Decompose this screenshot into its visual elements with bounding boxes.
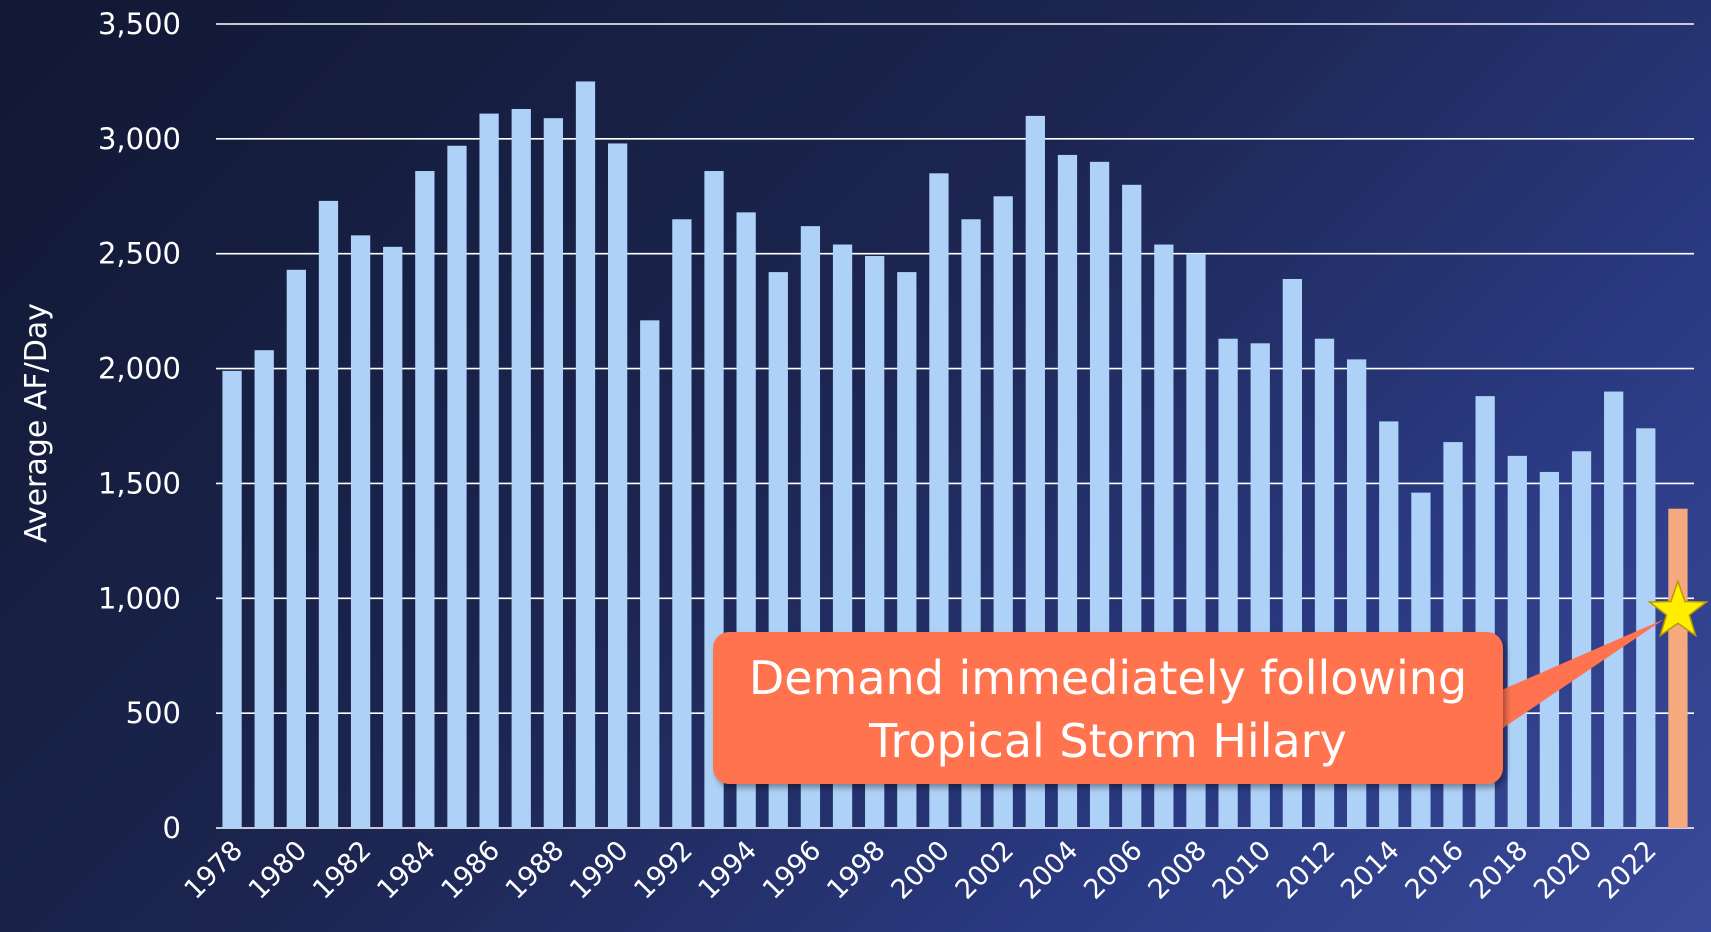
x-tick-label: 2008 [1142,835,1213,906]
y-tick-label: 1,000 [98,581,181,615]
y-axis-ticks: 0 500 1,000 1,500 2,000 2,500 3,000 3,500 [98,7,181,845]
x-tick-label: 1984 [371,835,442,906]
x-tick-label: 2018 [1464,835,1535,906]
bar [543,118,564,828]
bar [1571,451,1592,828]
bar [607,143,628,829]
bar [1507,455,1527,828]
callout-text-line: Demand immediately following [749,651,1467,705]
x-tick-label: 1994 [693,835,764,906]
bar [222,370,242,828]
x-tick-label: 2016 [1399,835,1470,906]
x-tick-label: 1990 [564,835,635,906]
x-tick-label: 1988 [500,835,571,906]
y-tick-label: 500 [126,696,181,730]
bar [286,269,306,828]
bar [479,113,499,829]
x-tick-label: 1982 [307,835,378,906]
x-axis-ticks: 1978198019821984198619881990199219941996… [179,835,1663,906]
bar [415,171,435,828]
x-tick-label: 2004 [1014,835,1085,906]
bar [1604,391,1624,828]
annotation-callout: Demand immediately following Tropical Sto… [713,579,1709,784]
y-tick-label: 3,000 [98,122,181,156]
y-tick-label: 1,500 [98,466,181,500]
x-tick-label: 1998 [821,835,892,906]
x-tick-label: 1996 [757,835,828,906]
x-tick-label: 1978 [179,835,250,906]
callout-pointer [1497,619,1664,732]
y-tick-label: 0 [163,811,181,845]
y-tick-label: 2,500 [98,237,181,271]
x-tick-label: 2002 [950,835,1021,906]
x-tick-label: 1992 [628,835,699,906]
y-tick-label: 3,500 [98,7,181,41]
x-tick-label: 2020 [1528,835,1599,906]
y-axis-label: Average AF/Day [19,303,54,543]
bar [383,246,403,828]
bar [511,108,531,829]
x-tick-label: 2010 [1207,835,1278,906]
x-tick-label: 2000 [885,835,956,906]
callout-text-line: Tropical Storm Hilary [868,714,1347,768]
y-tick-label: 2,000 [98,352,181,386]
highlight-bar [1668,508,1688,828]
bar [1539,471,1560,828]
x-tick-label: 2006 [1078,835,1149,906]
bar [640,320,660,828]
bar [575,81,596,828]
bar [447,145,467,829]
x-tick-label: 2014 [1335,835,1406,906]
x-tick-label: 1986 [436,835,507,906]
star-icon [1647,579,1709,638]
bar [672,219,692,828]
x-tick-label: 1980 [243,835,314,906]
x-tick-label: 2012 [1271,835,1342,906]
x-tick-label: 2022 [1592,835,1663,906]
bar [254,350,274,828]
callout-box [713,632,1503,784]
bar [318,200,339,828]
bar [350,235,371,828]
